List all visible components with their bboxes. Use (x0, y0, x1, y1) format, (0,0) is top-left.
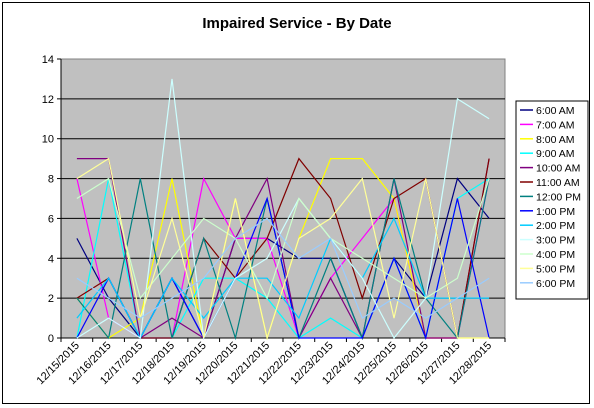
legend: 6:00 AM 7:00 AM 8:00 AM 9:00 AM 10:00 AM 11:0… (515, 100, 589, 300)
series-line (76, 78, 490, 340)
y-tick-label: 2 (48, 293, 54, 305)
line-chart: Impaired Service - By Date 0 2 4 6 8 10 12 14 1… (35, 15, 589, 387)
legend-entry: 11:00 AM (536, 177, 580, 189)
legend-entry: 4:00 PM (536, 249, 575, 261)
legend-entry: 6:00 AM (536, 105, 575, 117)
legend-entry: 9:00 AM (536, 148, 575, 160)
y-tick-label: 6 (48, 213, 54, 225)
y-tick-label: 4 (48, 253, 54, 265)
legend-entry: 7:00 AM (536, 119, 575, 131)
y-axis-ticks: 0 2 4 6 8 10 12 14 (42, 54, 61, 345)
chart-title: Impaired Service - By Date (202, 15, 391, 32)
legend-box (515, 100, 589, 300)
legend-entry: 6:00 PM (536, 278, 575, 290)
legend-entry: 1:00 PM (536, 206, 575, 218)
series-line (76, 217, 490, 319)
series-lines (76, 78, 490, 341)
y-tick-label: 8 (48, 174, 54, 186)
y-tick-label: 10 (42, 134, 54, 146)
y-tick-label: 12 (42, 94, 54, 106)
legend-entry: 10:00 AM (536, 163, 580, 175)
y-tick-label: 14 (42, 54, 54, 66)
series-line (76, 157, 490, 339)
legend-entry: 2:00 PM (536, 220, 575, 232)
legend-entry: 8:00 AM (536, 134, 575, 146)
series-line (76, 157, 490, 341)
legend-entry: 3:00 PM (536, 235, 575, 247)
series-line (76, 158, 490, 340)
series-line (76, 216, 490, 340)
y-tick-label: 0 (48, 333, 54, 345)
series-line (76, 177, 490, 300)
chart-frame: Impaired Service - By Date 0 2 4 6 8 10 12 14 1… (2, 2, 590, 404)
legend-entry: 12:00 PM (536, 191, 581, 203)
legend-entry: 5:00 PM (536, 263, 575, 275)
